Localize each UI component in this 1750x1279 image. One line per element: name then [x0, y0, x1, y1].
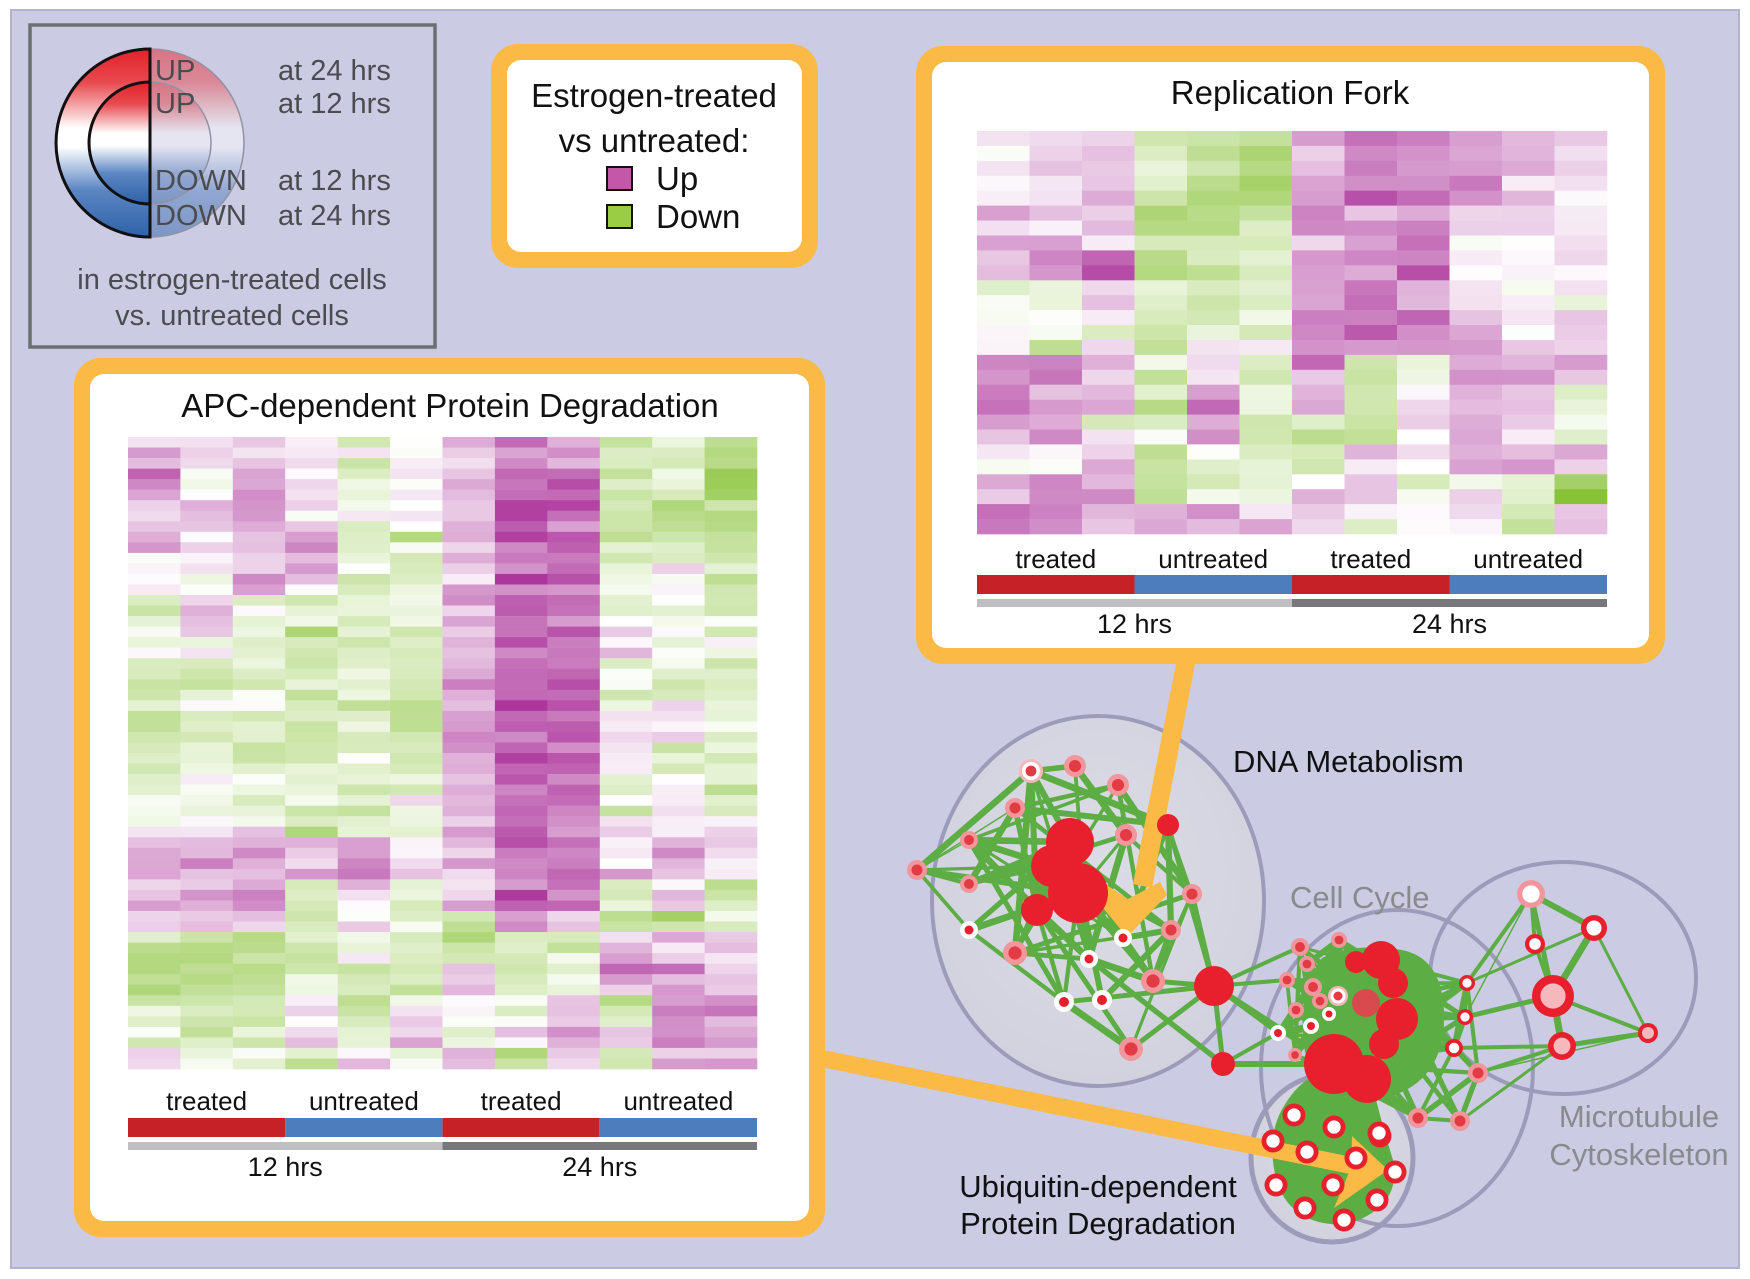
svg-text:24 hrs: 24 hrs — [1412, 609, 1487, 639]
svg-text:Replication Fork: Replication Fork — [1171, 74, 1410, 111]
svg-text:untreated: untreated — [1158, 544, 1268, 574]
svg-text:Ubiquitin-dependent: Ubiquitin-dependent — [959, 1169, 1237, 1204]
svg-text:Cell Cycle: Cell Cycle — [1290, 880, 1430, 915]
svg-text:in estrogen-treated cells: in estrogen-treated cells — [77, 264, 387, 296]
svg-text:UP: UP — [155, 88, 195, 120]
svg-text:DOWN: DOWN — [155, 200, 247, 232]
svg-text:treated: treated — [1330, 544, 1411, 574]
svg-text:Down: Down — [656, 198, 740, 235]
svg-text:Cytoskeleton: Cytoskeleton — [1549, 1137, 1728, 1172]
svg-text:vs. untreated cells: vs. untreated cells — [115, 300, 349, 332]
svg-text:12 hrs: 12 hrs — [1097, 609, 1172, 639]
svg-text:treated: treated — [166, 1086, 247, 1116]
svg-text:UP: UP — [155, 55, 195, 87]
svg-text:vs untreated:: vs untreated: — [559, 122, 750, 159]
svg-text:at 24 hrs: at 24 hrs — [278, 55, 391, 87]
svg-text:untreated: untreated — [1473, 544, 1583, 574]
svg-text:untreated: untreated — [623, 1086, 733, 1116]
svg-text:DNA Metabolism: DNA Metabolism — [1233, 744, 1464, 779]
svg-text:treated: treated — [481, 1086, 562, 1116]
svg-text:untreated: untreated — [309, 1086, 419, 1116]
svg-text:at 12 hrs: at 12 hrs — [278, 165, 391, 197]
svg-text:Protein Degradation: Protein Degradation — [960, 1206, 1236, 1241]
svg-text:treated: treated — [1015, 544, 1096, 574]
svg-text:at 12 hrs: at 12 hrs — [278, 88, 391, 120]
svg-text:Microtubule: Microtubule — [1559, 1099, 1719, 1134]
svg-text:at 24 hrs: at 24 hrs — [278, 200, 391, 232]
svg-text:12 hrs: 12 hrs — [248, 1152, 323, 1182]
svg-text:24 hrs: 24 hrs — [562, 1152, 637, 1182]
svg-text:APC-dependent Protein Degradat: APC-dependent Protein Degradation — [181, 387, 719, 424]
svg-text:DOWN: DOWN — [155, 165, 247, 197]
svg-text:Estrogen-treated: Estrogen-treated — [531, 77, 777, 114]
svg-text:Up: Up — [656, 160, 698, 197]
